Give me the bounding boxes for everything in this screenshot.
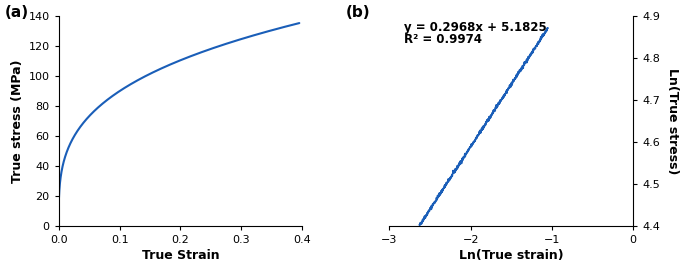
Text: R² = 0.9974: R² = 0.9974	[404, 33, 482, 46]
Y-axis label: True stress (MPa): True stress (MPa)	[12, 59, 25, 183]
Text: (b): (b)	[345, 5, 370, 20]
X-axis label: Ln(True strain): Ln(True strain)	[459, 250, 564, 262]
X-axis label: True Strain: True Strain	[142, 250, 219, 262]
Text: (a): (a)	[5, 5, 29, 20]
Text: y = 0.2968x + 5.1825: y = 0.2968x + 5.1825	[404, 21, 547, 34]
Y-axis label: Ln(True stress): Ln(True stress)	[667, 68, 680, 174]
